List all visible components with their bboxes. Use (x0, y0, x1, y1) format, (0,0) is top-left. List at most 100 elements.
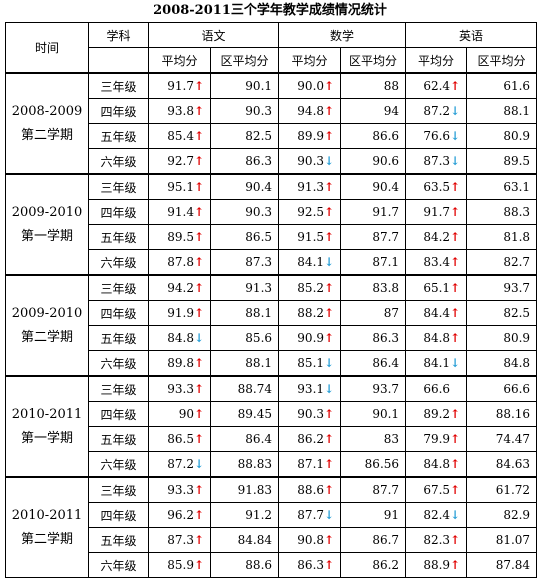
grade-row: 五年级 84.8↓ 85.6 90.9↑ 86.3 84.8↑ 80.9 (6, 325, 538, 351)
avg-cell: 91.7↑ (148, 72, 211, 99)
grade-row: 六年级 85.9↑ 88.6 86.3↑ 86.2 88.9↑ 87.84 (6, 552, 538, 578)
trend-arrow: ↑ (324, 180, 335, 194)
trend-arrow: ↑ (324, 79, 335, 93)
avg-score: 62.4 (423, 79, 451, 93)
avg-score: 84.2 (423, 230, 451, 244)
avg-score: 93.3 (167, 483, 194, 497)
avg-cell: 82.3↑ (405, 527, 468, 553)
district-score: 86.3 (209, 148, 280, 175)
avg-score: 82.3 (423, 533, 451, 547)
district-score: 63.1 (466, 173, 538, 200)
score-table: 时间 学科 语文 数学 英语 平均分 区平均分 平均分 区平均分 平均分 区平均分 200… (5, 22, 538, 578)
grade: 三年级 (88, 476, 149, 503)
period-term: 第二学期 (20, 531, 73, 547)
district-score: 83 (340, 426, 407, 452)
district-score: 88.6 (209, 552, 280, 578)
district-score: 89.45 (209, 401, 280, 427)
grade: 五年级 (88, 224, 149, 250)
avg-cell: 85.2↑ (278, 274, 342, 301)
avg-cell: 87.2↓ (405, 98, 468, 124)
district-score: 86.5 (209, 224, 280, 250)
avg-cell: 84.8↓ (148, 325, 211, 351)
district-score: 84.63 (466, 451, 538, 478)
district-score: 86.6 (340, 123, 407, 149)
empty-cell (88, 47, 149, 74)
trend-arrow: ↑ (194, 281, 205, 295)
trend-arrow: ↑ (194, 180, 205, 194)
trend-arrow: ↑ (324, 205, 335, 219)
trend-arrow: ↓ (450, 104, 461, 118)
district-score: 86.7 (340, 527, 407, 553)
avg-cell: 83.4↑ (405, 249, 468, 276)
grade: 三年级 (88, 72, 149, 99)
avg-cell: 87.7↓ (278, 502, 342, 528)
trend-arrow: ↑ (450, 281, 461, 295)
subject-header: 学科 (88, 22, 149, 48)
period-year: 2010-2011 (11, 406, 83, 422)
avg-cell: 86.3↑ (278, 552, 342, 578)
trend-arrow: ↑ (194, 382, 205, 396)
district-score: 91.2 (209, 502, 280, 528)
avg-score: 91.5 (297, 230, 325, 244)
avg-score: 90.9 (297, 331, 325, 345)
district-score: 91.3 (209, 274, 280, 301)
table-body: 2008-2009 第二学期 三年级 91.7↑ 90.1 90.0↑ 88 62.4↑ 61.… (5, 72, 538, 578)
grade: 六年级 (88, 148, 149, 175)
avg-cell: 90.9↑ (278, 325, 342, 351)
period-cell: 2010-2011 第二学期 (5, 476, 89, 578)
period-cell: 2010-2011 第一学期 (5, 375, 89, 478)
trend-arrow: ↑ (324, 558, 335, 572)
avg-cell: 91.4↑ (148, 199, 211, 225)
subject-name: 数学 (278, 22, 407, 48)
avg-cell: 86.2↑ (278, 426, 342, 452)
avg-score: 91.4 (167, 205, 194, 219)
period-cell: 2009-2010 第二学期 (5, 274, 89, 377)
grade: 三年级 (88, 274, 149, 301)
avg-cell: 82.4↓ (405, 502, 468, 528)
district-header: 区平均分 (466, 47, 538, 74)
avg-score: 84.4 (423, 306, 451, 320)
trend-arrow: ↑ (194, 205, 205, 219)
district-score: 86.3 (340, 325, 407, 351)
avg-score: 88.2 (297, 306, 325, 320)
district-score: 86.56 (340, 451, 407, 478)
avg-cell: 88.9↑ (405, 552, 468, 578)
trend-arrow: ↑ (450, 180, 461, 194)
avg-score: 66.6 (423, 382, 451, 396)
avg-score: 90.0 (297, 79, 325, 93)
avg-score: 91.7 (167, 79, 194, 93)
trend-arrow: ↓ (324, 508, 335, 522)
avg-cell: 91.3↑ (278, 173, 342, 200)
district-score: 91 (340, 502, 407, 528)
trend-arrow: ↑ (194, 558, 205, 572)
avg-score: 85.4 (167, 129, 194, 143)
trend-arrow: ↑ (450, 457, 461, 471)
avg-cell: 87.3↓ (405, 148, 468, 175)
avg-cell: 85.4↑ (148, 123, 211, 149)
district-score: 90.3 (209, 98, 280, 124)
avg-cell: 92.7↑ (148, 148, 211, 175)
avg-score: 87.7 (297, 508, 325, 522)
avg-cell: 92.5↑ (278, 199, 342, 225)
avg-cell: 87.2↓ (148, 451, 211, 478)
district-score: 85.6 (209, 325, 280, 351)
grade-row: 2009-2010 第一学期 三年级 95.1↑ 90.4 91.3↑ 90.4 63.5↑ 6… (5, 173, 538, 276)
grade-row: 四年级 91.4↑ 90.3 92.5↑ 91.7 91.7↑ 88.3 (6, 199, 538, 225)
avg-cell: 85.9↑ (148, 552, 211, 578)
grade-row: 四年级 93.8↑ 90.3 94.8↑ 94 87.2↓ 88.1 (6, 98, 538, 124)
district-score: 66.6 (466, 375, 538, 402)
avg-header: 平均分 (278, 47, 342, 74)
trend-arrow: ↑ (194, 306, 205, 320)
trend-arrow: ↑ (194, 154, 205, 168)
trend-arrow: ↓ (194, 331, 205, 345)
district-score: 80.9 (466, 325, 538, 351)
district-score: 88.1 (209, 300, 280, 326)
district-score: 90.1 (209, 72, 280, 99)
avg-score: 91.9 (167, 306, 194, 320)
trend-arrow: ↑ (194, 129, 205, 143)
trend-arrow: ↑ (324, 129, 335, 143)
avg-cell: 84.1↓ (405, 350, 468, 377)
district-score: 86.4 (340, 350, 407, 377)
district-score: 90.4 (340, 173, 407, 200)
grade: 六年级 (88, 249, 149, 276)
